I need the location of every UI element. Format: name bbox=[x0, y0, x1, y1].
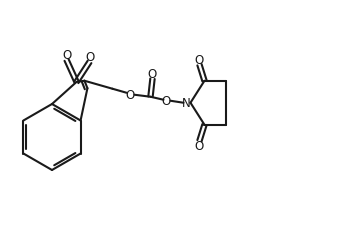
Text: N: N bbox=[182, 97, 191, 110]
Text: O: O bbox=[126, 89, 135, 102]
Text: O: O bbox=[162, 95, 171, 108]
Text: O: O bbox=[85, 51, 94, 64]
Text: O: O bbox=[62, 49, 71, 62]
Text: O: O bbox=[195, 140, 204, 153]
Text: O: O bbox=[195, 54, 204, 67]
Text: O: O bbox=[148, 68, 157, 81]
